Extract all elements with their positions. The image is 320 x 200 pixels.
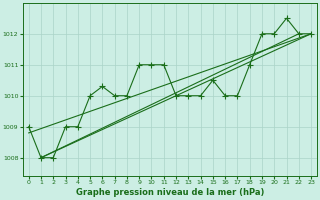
X-axis label: Graphe pression niveau de la mer (hPa): Graphe pression niveau de la mer (hPa) <box>76 188 264 197</box>
